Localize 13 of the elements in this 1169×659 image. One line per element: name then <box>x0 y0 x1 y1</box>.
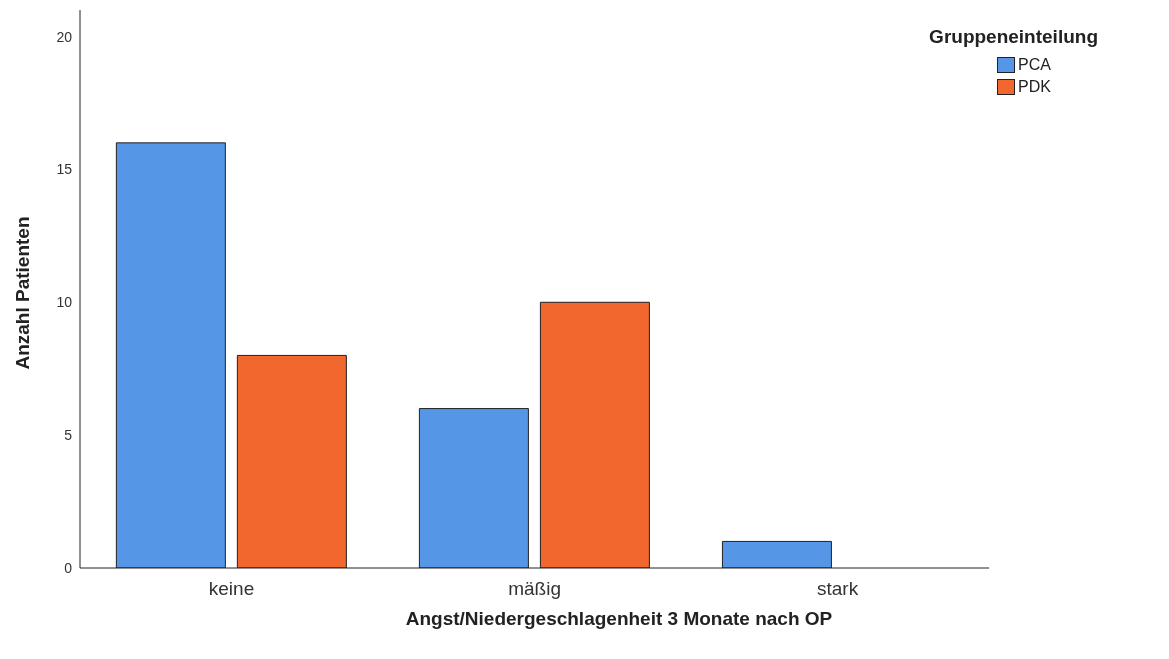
x-axis-title: Angst/Niedergeschlagenheit 3 Monate nach OP <box>404 608 834 630</box>
legend-label: PDK <box>1018 78 1052 96</box>
y-tick-label: 15 <box>56 161 73 178</box>
y-tick-label: 0 <box>64 559 73 576</box>
y-axis-title: Anzahl Patienten <box>12 216 34 370</box>
legend-label: PCA <box>1018 56 1052 74</box>
y-tick-label: 10 <box>56 294 73 311</box>
y-tick-label: 5 <box>64 427 73 444</box>
x-tick-label: stark <box>817 578 859 600</box>
y-tick-label: 20 <box>56 28 73 45</box>
x-tick-label: keine <box>208 578 255 600</box>
x-tick-label: mäßig <box>508 578 561 600</box>
legend-title: Gruppeneinteilung <box>929 26 1098 48</box>
